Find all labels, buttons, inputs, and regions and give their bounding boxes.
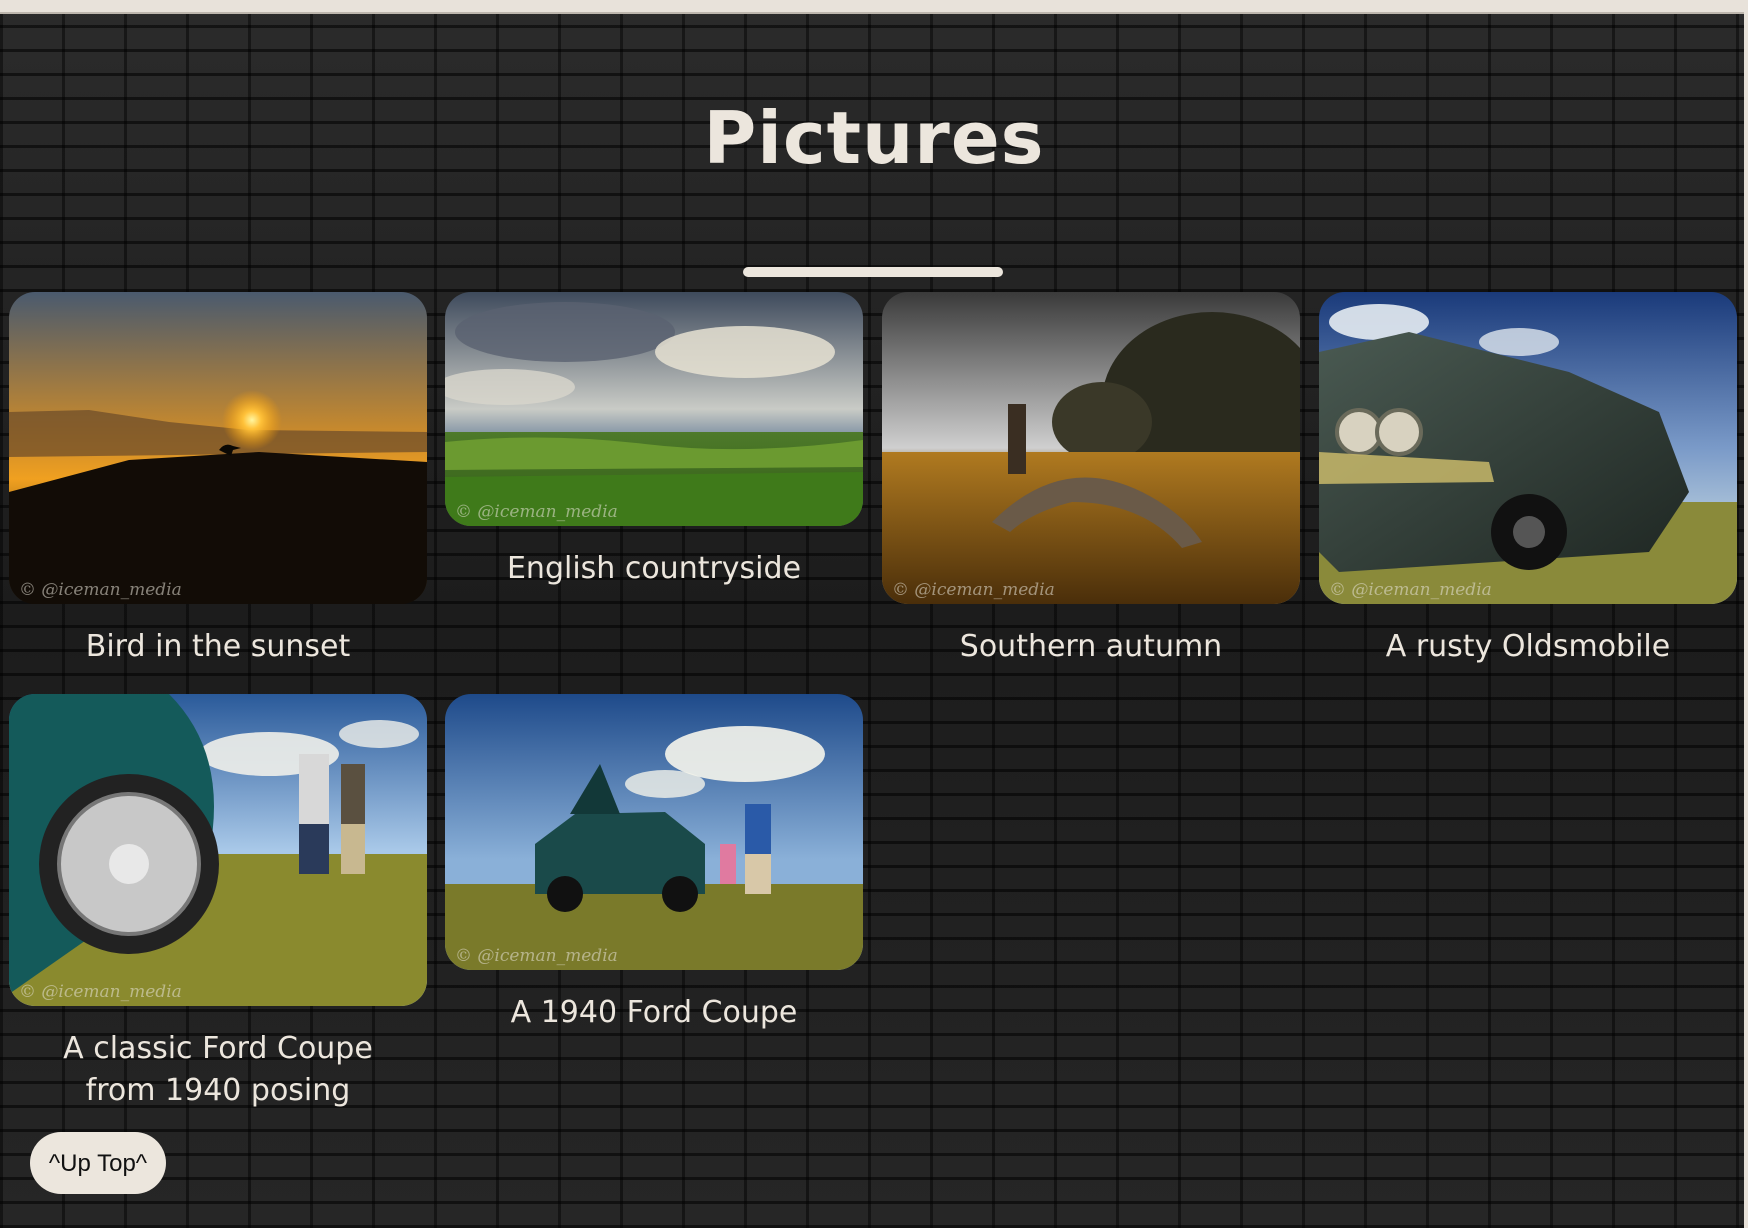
watermark: © @iceman_media bbox=[19, 580, 182, 600]
gallery-item-ford-coupe-posing[interactable]: © @iceman_media A classic Ford Coupe fro… bbox=[9, 694, 427, 1112]
watermark: © @iceman_media bbox=[892, 580, 1055, 600]
watermark: © @iceman_media bbox=[19, 982, 182, 1002]
up-top-button[interactable]: ^Up Top^ bbox=[30, 1132, 166, 1194]
photo-english-countryside[interactable]: © @iceman_media bbox=[445, 292, 863, 526]
caption-1940-ford-coupe: A 1940 Ford Coupe bbox=[510, 995, 798, 1030]
photo-rusty-oldsmobile[interactable]: © @iceman_media bbox=[1319, 292, 1737, 604]
autumn-image bbox=[882, 292, 1300, 604]
caption-ford-coupe-posing: A classic Ford Coupe from 1940 posing bbox=[63, 1031, 373, 1108]
scrollbar[interactable] bbox=[1744, 12, 1748, 1228]
photo-ford-coupe-posing[interactable]: © @iceman_media bbox=[9, 694, 427, 1006]
gallery-item-1940-ford-coupe[interactable]: © @iceman_media A 1940 Ford Coupe bbox=[445, 694, 863, 1034]
photo-bird-sunset[interactable]: © @iceman_media bbox=[9, 292, 427, 604]
gallery-item-english-countryside[interactable]: © @iceman_media English countryside bbox=[445, 292, 863, 590]
browser-top-bar bbox=[0, 0, 1748, 14]
gallery-item-southern-autumn[interactable]: © @iceman_media Southern autumn bbox=[882, 292, 1300, 668]
countryside-image bbox=[445, 292, 863, 526]
oldsmobile-image bbox=[1319, 292, 1737, 604]
gallery-item-bird-sunset[interactable]: © @iceman_media Bird in the sunset bbox=[9, 292, 427, 668]
page-title: Pictures bbox=[703, 96, 1045, 180]
photo-1940-ford-coupe[interactable]: © @iceman_media bbox=[445, 694, 863, 970]
watermark: © @iceman_media bbox=[455, 502, 618, 522]
watermark: © @iceman_media bbox=[1329, 580, 1492, 600]
caption-southern-autumn: Southern autumn bbox=[959, 629, 1223, 664]
1940-ford-coupe-image bbox=[445, 694, 863, 970]
caption-english-countryside: English countryside bbox=[506, 551, 802, 586]
gallery-item-rusty-oldsmobile[interactable]: © @iceman_media A rusty Oldsmobile bbox=[1319, 292, 1737, 668]
watermark: © @iceman_media bbox=[455, 946, 618, 966]
sunset-image bbox=[9, 292, 427, 604]
title-underline bbox=[743, 267, 1003, 277]
ford-coupe-wheel-image bbox=[9, 694, 427, 1006]
caption-rusty-oldsmobile: A rusty Oldsmobile bbox=[1385, 629, 1671, 664]
photo-southern-autumn[interactable]: © @iceman_media bbox=[882, 292, 1300, 604]
caption-bird-sunset: Bird in the sunset bbox=[85, 629, 351, 664]
